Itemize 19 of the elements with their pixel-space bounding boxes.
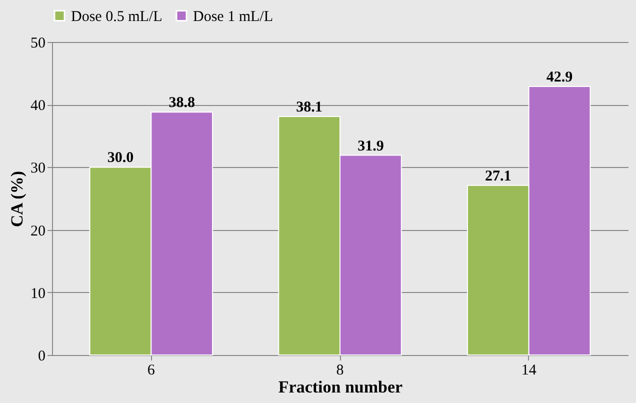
y-tick-label: 40 xyxy=(30,98,46,114)
data-label: 27.1 xyxy=(485,168,512,184)
y-tick-label: 50 xyxy=(30,36,46,52)
y-axis-title: CA (%) xyxy=(8,170,26,228)
y-tick-label: 30 xyxy=(30,160,46,177)
y-tick-label: 20 xyxy=(30,223,46,240)
y-tick-label: 10 xyxy=(30,286,46,302)
legend-label: Dose 0.5 mL/L xyxy=(71,8,162,25)
x-tick-label: 6 xyxy=(147,362,156,378)
x-tick-label: 14 xyxy=(521,362,537,378)
data-label: 38.1 xyxy=(296,99,322,116)
data-label: 30.0 xyxy=(107,150,134,166)
legend-label: Dose 1 mL/L xyxy=(193,8,273,25)
data-label: 42.9 xyxy=(546,69,573,86)
x-tick-label: 8 xyxy=(336,362,344,378)
data-label: 38.8 xyxy=(168,95,195,112)
x-axis-title: Fraction number xyxy=(278,378,404,396)
y-tick-label: 0 xyxy=(38,348,46,364)
data-label: 31.9 xyxy=(358,138,384,154)
